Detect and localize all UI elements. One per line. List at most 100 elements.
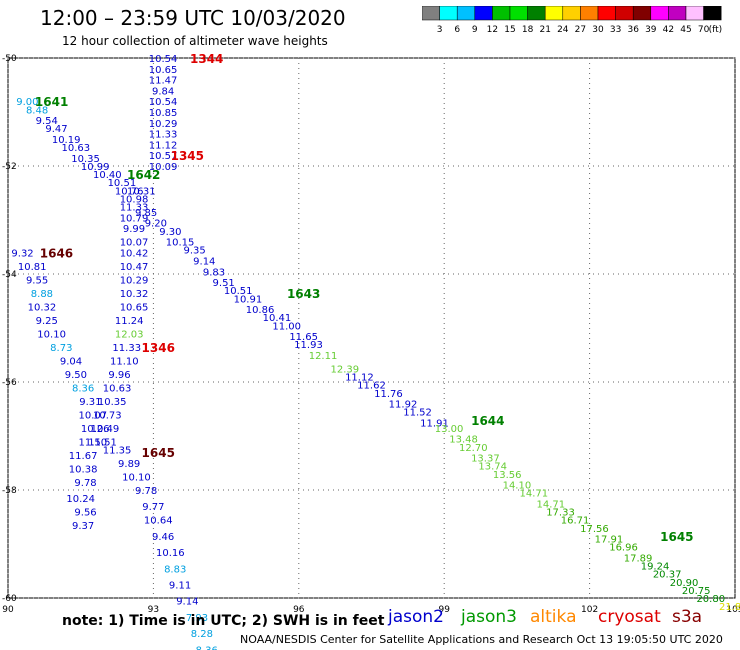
wave-height-value: 11.76	[374, 389, 403, 400]
wave-height-value: 11.00	[272, 321, 301, 332]
wave-height-value: 13.48	[449, 435, 478, 446]
legend-jason3: jason3	[461, 607, 517, 627]
wave-height-value: 9.32	[11, 248, 33, 259]
legend-altika: altika	[530, 607, 577, 627]
wave-height-value: 11.91	[420, 419, 449, 430]
wave-height-value: 8.73	[50, 343, 72, 354]
color-scale-label: 18	[522, 25, 534, 35]
wave-height-value: 10.54	[149, 54, 178, 65]
color-scale-label: 27	[575, 25, 586, 35]
wave-height-value: 10.57	[149, 151, 178, 162]
y-tick-label: -56	[2, 378, 17, 388]
wave-height-value: 10.35	[71, 154, 100, 165]
wave-height-value: 13.56	[493, 470, 522, 481]
x-tick-label: 105	[726, 605, 740, 615]
wave-height-value: 10.10	[122, 473, 151, 484]
wave-height-value: 10.38	[69, 464, 98, 475]
pass-time-label: 1641	[35, 95, 68, 109]
wave-height-value: 9.14	[176, 597, 198, 608]
wave-height-value: 11.33	[120, 203, 149, 214]
wave-height-value: 20.80	[696, 594, 725, 605]
color-scale-label: 33	[610, 25, 621, 35]
wave-height-value: 12.70	[459, 443, 488, 454]
color-scale-label: 15	[504, 25, 515, 35]
y-tick-label: -60	[2, 594, 17, 604]
wave-height-value: 10.35	[98, 397, 127, 408]
wave-height-value: 14.10	[503, 481, 532, 492]
wave-height-value: 9.77	[142, 502, 164, 513]
wave-height-value: 17.89	[624, 554, 653, 565]
color-scale-label: 42	[663, 25, 674, 35]
wave-height-value: 14.71	[537, 500, 566, 511]
wave-height-value: 11.33	[112, 343, 141, 354]
wave-height-value: 11.93	[294, 340, 323, 351]
wave-height-value: 10.54	[149, 97, 178, 108]
wave-height-value: 10.65	[149, 65, 178, 76]
wave-height-value: 11.51	[88, 437, 117, 448]
legend-s3a: s3a	[672, 607, 703, 627]
pass-time-label: 1644	[471, 414, 504, 428]
plot-frame	[7, 57, 736, 599]
wave-height-value: 10.07	[78, 410, 107, 421]
pass-time-label: 1646	[40, 246, 73, 260]
color-scale-label: 6	[454, 25, 460, 35]
pass-time-label: 1346	[142, 341, 175, 355]
wave-height-value: 10.31	[127, 186, 156, 197]
pass-time-label: 1645	[142, 446, 175, 460]
wave-height-value: 10.40	[93, 170, 122, 181]
wave-height-value: 10.79	[120, 213, 149, 224]
wave-height-value: 12.39	[331, 365, 360, 376]
wave-height-value: 10.47	[120, 262, 149, 273]
wave-height-value: 8.28	[191, 629, 213, 640]
color-scale-label: 30	[592, 25, 604, 35]
wave-height-value: 9.99	[123, 224, 145, 235]
footer-note: note: 1) Time is in UTC; 2) SWH is in fe…	[62, 613, 385, 629]
wave-height-value: 10.51	[224, 286, 253, 297]
wave-height-value: 8.83	[164, 564, 186, 575]
wave-height-value: 7.93	[186, 613, 208, 624]
wave-height-value: 8.36	[72, 383, 94, 394]
wave-height-value: 9.55	[26, 275, 48, 286]
wave-height-value: 10.32	[28, 302, 57, 313]
wave-height-value: 9.84	[152, 86, 174, 97]
color-scale-label: 9	[472, 25, 478, 35]
wave-height-value: 9.47	[45, 124, 67, 135]
wave-height-value: 11.24	[115, 316, 144, 327]
wave-height-value: 9.14	[193, 257, 215, 268]
wave-height-value: 13.00	[435, 424, 464, 435]
wave-height-value: 9.83	[203, 267, 225, 278]
wave-height-value: 10.51	[108, 178, 137, 189]
wave-height-value: 20.37	[653, 570, 682, 581]
wave-height-value: 9.50	[65, 370, 87, 381]
wave-height-value: 11.12	[149, 140, 178, 151]
color-scale-label: 45	[680, 25, 691, 35]
wave-height-value: 12.11	[309, 351, 338, 362]
pass-time-label: 1344	[190, 52, 223, 66]
wave-height-value: 10.29	[149, 119, 178, 130]
wave-height-value: 10.29	[120, 275, 149, 286]
wave-height-value: 10.63	[103, 383, 132, 394]
wave-height-value: 11.65	[289, 332, 318, 343]
wave-height-value: 10.26	[81, 424, 110, 435]
wave-height-value: 12.03	[115, 329, 144, 340]
wave-height-value: 10.10	[37, 329, 66, 340]
wave-height-value: 10.76	[115, 186, 144, 197]
x-tick-label: 96	[293, 605, 305, 615]
x-tick-label: 90	[2, 605, 14, 615]
legend-jason2: jason2	[388, 607, 444, 627]
wave-height-value: 11.50	[78, 437, 107, 448]
wave-height-value: 11.62	[357, 381, 386, 392]
footer-credit: NOAA/NESDIS Center for Satellite Applica…	[240, 633, 723, 646]
wave-height-value: 11.33	[149, 130, 178, 141]
legend-cryosat: cryosat	[598, 607, 661, 627]
color-scale-label: 3	[437, 25, 443, 35]
wave-height-value: 10.65	[120, 302, 149, 313]
wave-height-value: 10.98	[120, 194, 149, 205]
color-scale-label: 70	[698, 25, 710, 35]
pass-time-label: 1643	[287, 287, 320, 301]
wave-height-value: 9.56	[74, 508, 96, 519]
wave-height-value: 9.00	[16, 97, 38, 108]
wave-height-value: 9.78	[135, 486, 157, 497]
wave-height-value: 21.8	[719, 602, 740, 613]
color-scale-unit: (ft)	[709, 25, 723, 35]
